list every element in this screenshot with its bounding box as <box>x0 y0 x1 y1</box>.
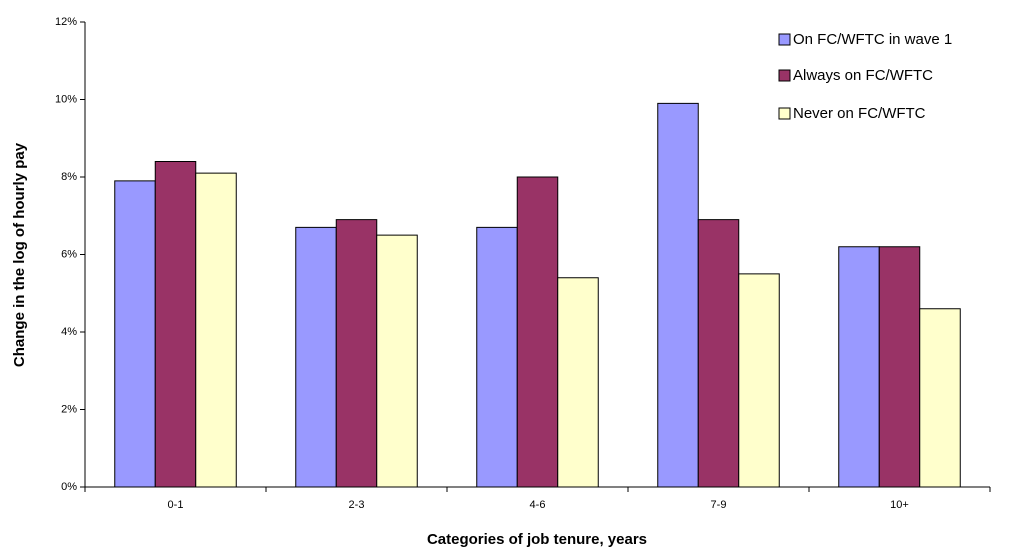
bar <box>697 219 740 488</box>
bar <box>376 234 418 488</box>
bar <box>878 246 921 488</box>
bar <box>195 172 237 488</box>
y-tick-label: 12% <box>55 16 77 28</box>
legend-label: On FC/WFTC in wave 1 <box>793 31 952 48</box>
bar <box>919 308 961 488</box>
x-tick-label: 10+ <box>890 499 909 511</box>
y-tick-label: 10% <box>55 93 77 105</box>
bar <box>738 273 780 488</box>
x-tick-label: 4-6 <box>530 499 546 511</box>
bar <box>335 219 378 488</box>
bar <box>516 176 559 488</box>
y-tick-label: 6% <box>61 248 77 260</box>
legend-label: Never on FC/WFTC <box>793 105 926 122</box>
bar <box>838 246 880 488</box>
y-tick-label: 4% <box>61 326 77 338</box>
bar <box>114 180 156 488</box>
x-axis-title: Categories of job tenure, years <box>427 531 647 548</box>
x-tick-label: 7-9 <box>711 499 727 511</box>
legend-label: Always on FC/WFTC <box>793 67 933 84</box>
bar <box>557 277 599 488</box>
bar <box>295 226 337 488</box>
bar <box>476 226 518 488</box>
legend-swatch <box>778 107 791 120</box>
bar <box>657 102 699 488</box>
bar <box>154 161 197 488</box>
y-axis-title: Change in the log of hourly pay <box>11 142 28 367</box>
legend-swatch <box>778 33 791 46</box>
y-tick-label: 2% <box>61 403 77 415</box>
y-tick-label: 8% <box>61 171 77 183</box>
x-tick-label: 2-3 <box>349 499 365 511</box>
x-tick-label: 0-1 <box>168 499 184 511</box>
y-tick-label: 0% <box>61 481 77 493</box>
legend-swatch <box>778 69 791 82</box>
